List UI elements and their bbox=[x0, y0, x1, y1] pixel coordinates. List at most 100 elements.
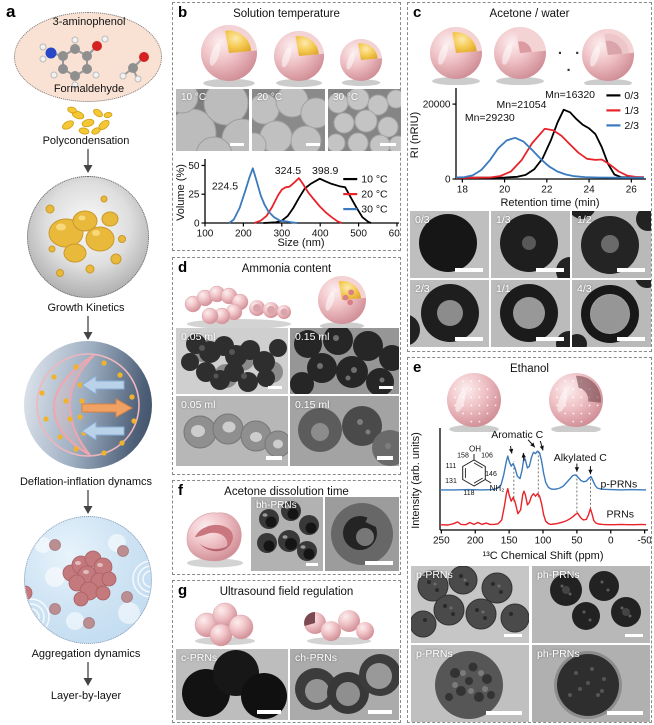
inset-106: 106 bbox=[481, 453, 493, 460]
molecule1-label: 3-aminophenol bbox=[52, 16, 126, 28]
scale-bar bbox=[306, 563, 318, 566]
tem-ratio-3: 1/2 bbox=[572, 211, 651, 278]
panel-g: g Ultrasound field regulation c-PRNs ch-… bbox=[172, 580, 401, 723]
scale-bar bbox=[257, 710, 281, 714]
tem-ammonia-2: 0.15 ml bbox=[290, 328, 399, 394]
svg-text:Intensity (arb. units): Intensity (arb. units) bbox=[410, 432, 422, 529]
scale-bar bbox=[486, 711, 522, 715]
size-distribution-chart: 100 200 300 400 500 600 0 25 50 Size (nm) Volume (… bbox=[175, 159, 400, 249]
panel-a-label: a bbox=[6, 2, 16, 21]
sphere-clusters-illustration bbox=[194, 602, 374, 647]
svg-text:Mn=16320: Mn=16320 bbox=[545, 89, 595, 101]
svg-text:100: 100 bbox=[535, 536, 552, 547]
svg-text:150: 150 bbox=[501, 536, 518, 547]
scale-bar bbox=[230, 143, 244, 146]
svg-text:20 °C: 20 °C bbox=[361, 189, 388, 201]
inset-146: 146 bbox=[485, 471, 497, 478]
tem-ratio-4: 2/3 bbox=[410, 280, 489, 347]
panel-d-title: Ammonia content bbox=[241, 263, 332, 275]
svg-text:30 °C: 30 °C bbox=[361, 204, 388, 216]
svg-text:0: 0 bbox=[608, 536, 614, 547]
step3-label: Deflation-inflation dynamcs bbox=[19, 476, 153, 488]
svg-text:Volume (%): Volume (%) bbox=[175, 164, 187, 221]
scale-bar bbox=[617, 268, 645, 272]
panel-a: a bbox=[0, 0, 172, 725]
svg-text:0: 0 bbox=[445, 175, 451, 186]
oligomer-blobs bbox=[62, 106, 113, 135]
sem-label: 20 °C bbox=[257, 92, 283, 103]
down-arrow-icon bbox=[83, 490, 93, 514]
tem-ratio-1: 0/3 bbox=[410, 211, 489, 278]
panel-e: e Ethanol 250 200 150 100 50 0 -50 ¹³C Chemical… bbox=[407, 357, 652, 723]
svg-text:50: 50 bbox=[188, 161, 200, 172]
scale-bar bbox=[504, 634, 522, 637]
tem-label: bh-PRNs bbox=[256, 500, 297, 511]
svg-text:26: 26 bbox=[626, 185, 638, 196]
tem-ph-prns: ph-PRNs bbox=[532, 566, 650, 643]
scale-bar bbox=[306, 143, 320, 146]
svg-text:0/3: 0/3 bbox=[624, 90, 639, 102]
panel-e-label: e bbox=[413, 359, 422, 376]
tem-label: 0.15 ml bbox=[295, 399, 330, 411]
scale-bar bbox=[268, 386, 282, 389]
tem-label: ph-PRNs bbox=[537, 648, 580, 660]
reactants-bubble: 3-aminophenol Formaldehyde bbox=[14, 12, 162, 102]
tem-ch-prns: ch-PRNs bbox=[290, 649, 399, 720]
svg-text:18: 18 bbox=[457, 185, 469, 196]
tem-bh-prns-closeup bbox=[325, 497, 399, 571]
tem-ratio-5: 1/1 bbox=[491, 280, 570, 347]
inset-111: 111 bbox=[446, 463, 457, 470]
nmr-inset-molecule: OH 158 106 111 131 118 146 NH₂ bbox=[442, 442, 506, 500]
panel-f: f Acetone dissolution time bh-PRNs bbox=[172, 480, 401, 575]
down-arrow-icon bbox=[83, 662, 93, 686]
svg-text:Retention time (min): Retention time (min) bbox=[500, 197, 599, 209]
molecules-illustration bbox=[39, 35, 149, 89]
tem-label: ph-PRNs bbox=[537, 569, 580, 581]
svg-text:2/3: 2/3 bbox=[624, 120, 639, 132]
svg-text:25: 25 bbox=[188, 190, 200, 201]
molecule2-label: Formaldehyde bbox=[53, 83, 125, 95]
svg-text:20: 20 bbox=[499, 185, 511, 196]
tem-label: 1/3 bbox=[496, 214, 511, 226]
svg-text:10 °C: 10 °C bbox=[361, 174, 388, 186]
panel-e-title: Ethanol bbox=[509, 363, 549, 375]
svg-text:-50: -50 bbox=[637, 536, 651, 547]
tem-ammonia-4: 0.15 ml bbox=[290, 396, 399, 466]
sphere-chain-illustration bbox=[184, 276, 366, 330]
gpc-chart: 18 20 22 24 26 0 20000 Retention time (min) RI (… bbox=[410, 88, 646, 209]
tem-label: 4/3 bbox=[577, 283, 592, 295]
scale-bar bbox=[617, 337, 645, 341]
tem-ratio-2: 1/3 bbox=[491, 211, 570, 278]
tem-c-prns: c-PRNs bbox=[176, 649, 288, 720]
nmr-chart: 250 200 150 100 50 0 -50 ¹³C Chemical Shift (pp… bbox=[410, 428, 651, 562]
inset-131: 131 bbox=[445, 478, 457, 485]
svg-text:200: 200 bbox=[467, 536, 484, 547]
svg-text:324.5: 324.5 bbox=[275, 165, 301, 177]
core-shell-spheres bbox=[201, 24, 382, 87]
sem-image-20c: 20 °C bbox=[252, 89, 325, 151]
tem-label: p-PRNs bbox=[416, 648, 453, 660]
svg-text:¹³C Chemical Shift (ppm): ¹³C Chemical Shift (ppm) bbox=[482, 550, 603, 562]
svg-text:Aromatic C: Aromatic C bbox=[491, 429, 543, 441]
tem-label: p-PRNs bbox=[416, 569, 453, 581]
svg-text:250: 250 bbox=[433, 536, 450, 547]
sem-image-30c: 30 °C bbox=[328, 89, 401, 151]
panel-c: c Acetone / water · · · 18 20 22 24 26 0 20000… bbox=[407, 2, 652, 352]
panel-f-label: f bbox=[178, 482, 183, 499]
tem-p-prns: p-PRNs bbox=[411, 566, 529, 643]
panel-f-title: Acetone dissolution time bbox=[224, 486, 349, 498]
step1-label: Polycondensation bbox=[42, 135, 130, 147]
scale-bar bbox=[455, 268, 483, 272]
tem-ph-prns-closeup: ph-PRNs bbox=[532, 645, 650, 722]
inset-nh2: NH₂ bbox=[490, 484, 505, 493]
bowl-illustration bbox=[186, 512, 243, 568]
svg-text:224.5: 224.5 bbox=[212, 181, 238, 193]
step2-label: Growth Kinetics bbox=[47, 302, 125, 314]
panel-b-label: b bbox=[178, 4, 188, 21]
tem-label: c-PRNs bbox=[181, 652, 218, 664]
sem-image-10c: 10 °C bbox=[176, 89, 249, 151]
sem-label: 10 °C bbox=[181, 92, 207, 103]
svg-text:Mn=21054: Mn=21054 bbox=[497, 99, 547, 111]
tem-label: 0/3 bbox=[415, 214, 430, 226]
